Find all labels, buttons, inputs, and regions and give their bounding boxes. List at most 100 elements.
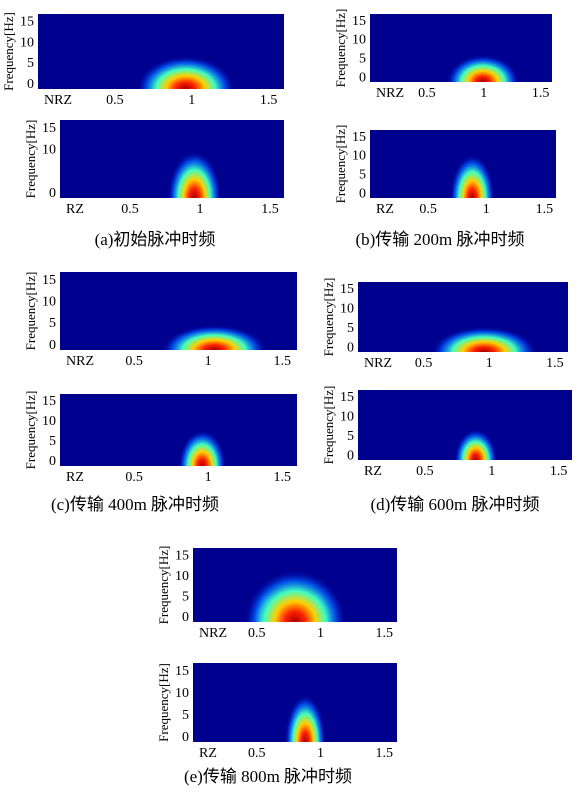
signal-label: NRZ (66, 354, 94, 369)
x-tick-label: 1 (205, 470, 212, 485)
y-tick-label: 10 (42, 295, 56, 310)
energy-blob (136, 56, 234, 122)
y-tick-label: 0 (49, 338, 56, 353)
x-tick-label: 1 (317, 626, 324, 641)
signal-label: RZ (376, 202, 394, 217)
x-tick-label: 0.5 (415, 356, 433, 371)
y-tick-label: 0 (182, 730, 189, 745)
y-tick-label: 5 (49, 316, 56, 331)
x-tick-label: 1 (483, 202, 490, 217)
signal-label: NRZ (44, 93, 72, 108)
y-tick-label: 15 (352, 14, 366, 29)
y-tick-label: 0 (49, 186, 56, 201)
y-tick-label: 15 (340, 390, 354, 405)
x-tick-label: 1 (197, 202, 204, 217)
y-tick-label: 15 (20, 15, 34, 30)
y-axis-label: Frequency[Hz] (321, 386, 336, 465)
y-tick-label: 5 (182, 708, 189, 723)
y-tick-label: 0 (347, 340, 354, 355)
y-tick-label: 15 (42, 394, 56, 409)
caption: (d)传输 600m 脉冲时频 (370, 495, 539, 514)
caption: (c)传输 400m 脉冲时频 (51, 495, 219, 514)
signal-label: NRZ (364, 356, 392, 371)
y-tick-label: 5 (182, 590, 189, 605)
x-tick-label: 1.5 (273, 354, 291, 369)
y-tick-label: 0 (182, 610, 189, 625)
y-tick-label: 10 (20, 35, 34, 50)
spectrogram-panel: 15 10 5 0 0.5 1 1.5 RZ Frequency[Hz] (333, 125, 556, 242)
x-tick-label: 1.5 (532, 86, 550, 101)
x-tick-label: 0.5 (248, 746, 266, 761)
y-tick-label: 5 (347, 429, 354, 444)
y-tick-label: 15 (42, 273, 56, 288)
y-tick-label: 10 (340, 301, 354, 316)
x-tick-label: 1 (488, 464, 495, 479)
plot-area (60, 394, 297, 466)
y-axis-label: Frequency[Hz] (23, 272, 38, 351)
y-tick-label: 15 (175, 664, 189, 679)
y-axis-label: Frequency[Hz] (321, 278, 336, 357)
y-tick-label: 15 (42, 121, 56, 136)
x-tick-label: 1.5 (260, 93, 278, 108)
y-tick-label: 10 (42, 143, 56, 158)
y-tick-label: 5 (347, 321, 354, 336)
y-tick-label: 0 (49, 454, 56, 469)
x-tick-label: 1 (486, 356, 493, 371)
x-tick-label: 0.5 (121, 202, 139, 217)
caption: (e)传输 800m 脉冲时频 (184, 767, 352, 786)
energy-blob (432, 327, 537, 377)
y-axis-label: Frequency[Hz] (333, 9, 348, 88)
y-tick-label: 5 (359, 52, 366, 67)
y-axis-label: Frequency[Hz] (23, 391, 38, 470)
x-tick-label: 1.5 (376, 746, 394, 761)
y-tick-label: 0 (359, 70, 366, 85)
x-tick-label: 0.5 (418, 86, 436, 101)
figure: 1510500.511.5NRZFrequency[Hz]151000.511.… (0, 0, 578, 796)
energy-blob (454, 429, 497, 491)
x-tick-label: 1.5 (376, 626, 394, 641)
y-tick-label: 15 (352, 130, 366, 145)
x-tick-label: 0.5 (248, 626, 266, 641)
x-tick-label: 1.5 (536, 202, 554, 217)
y-tick-label: 10 (352, 149, 366, 164)
caption: (a)初始脉冲时频 (95, 230, 216, 249)
signal-label: RZ (199, 746, 217, 761)
y-tick-label: 5 (27, 56, 34, 71)
energy-blob (162, 325, 266, 375)
x-tick-label: 1 (188, 93, 195, 108)
spectrogram-panel: 1510500.511.5RZFrequency[Hz] (23, 391, 297, 502)
y-tick-label: 10 (175, 686, 189, 701)
y-tick-label: 15 (340, 282, 354, 297)
x-tick-label: 1.5 (273, 470, 291, 485)
x-tick-label: 1 (317, 746, 324, 761)
x-tick-label: 0.5 (419, 202, 437, 217)
x-tick-label: 1.5 (261, 202, 279, 217)
signal-label: NRZ (376, 86, 404, 101)
y-axis-label: Frequency[Hz] (333, 125, 348, 204)
y-tick-label: 10 (340, 409, 354, 424)
signal-label: RZ (66, 470, 84, 485)
y-tick-label: 5 (49, 434, 56, 449)
energy-blob (450, 154, 495, 241)
energy-blob (244, 570, 346, 674)
x-tick-label: 1 (480, 86, 487, 101)
x-tick-label: 1.5 (546, 356, 564, 371)
signal-label: NRZ (199, 626, 227, 641)
y-tick-label: 5 (359, 168, 366, 183)
x-tick-label: 0.5 (106, 93, 124, 108)
signal-label: RZ (66, 202, 84, 217)
y-axis-label: Frequency[Hz] (1, 12, 16, 91)
y-tick-label: 10 (175, 569, 189, 584)
spectrogram-panel: 15 10 5 0 0.5 1 1.5 NRZ Frequency[Hz] (321, 278, 568, 378)
x-tick-label: 1.5 (550, 464, 568, 479)
y-tick-label: 15 (175, 548, 189, 563)
y-tick-label: 10 (352, 33, 366, 48)
y-tick-label: 0 (359, 186, 366, 201)
x-tick-label: 1 (205, 354, 212, 369)
signal-label: RZ (364, 464, 382, 479)
x-tick-label: 0.5 (125, 470, 143, 485)
